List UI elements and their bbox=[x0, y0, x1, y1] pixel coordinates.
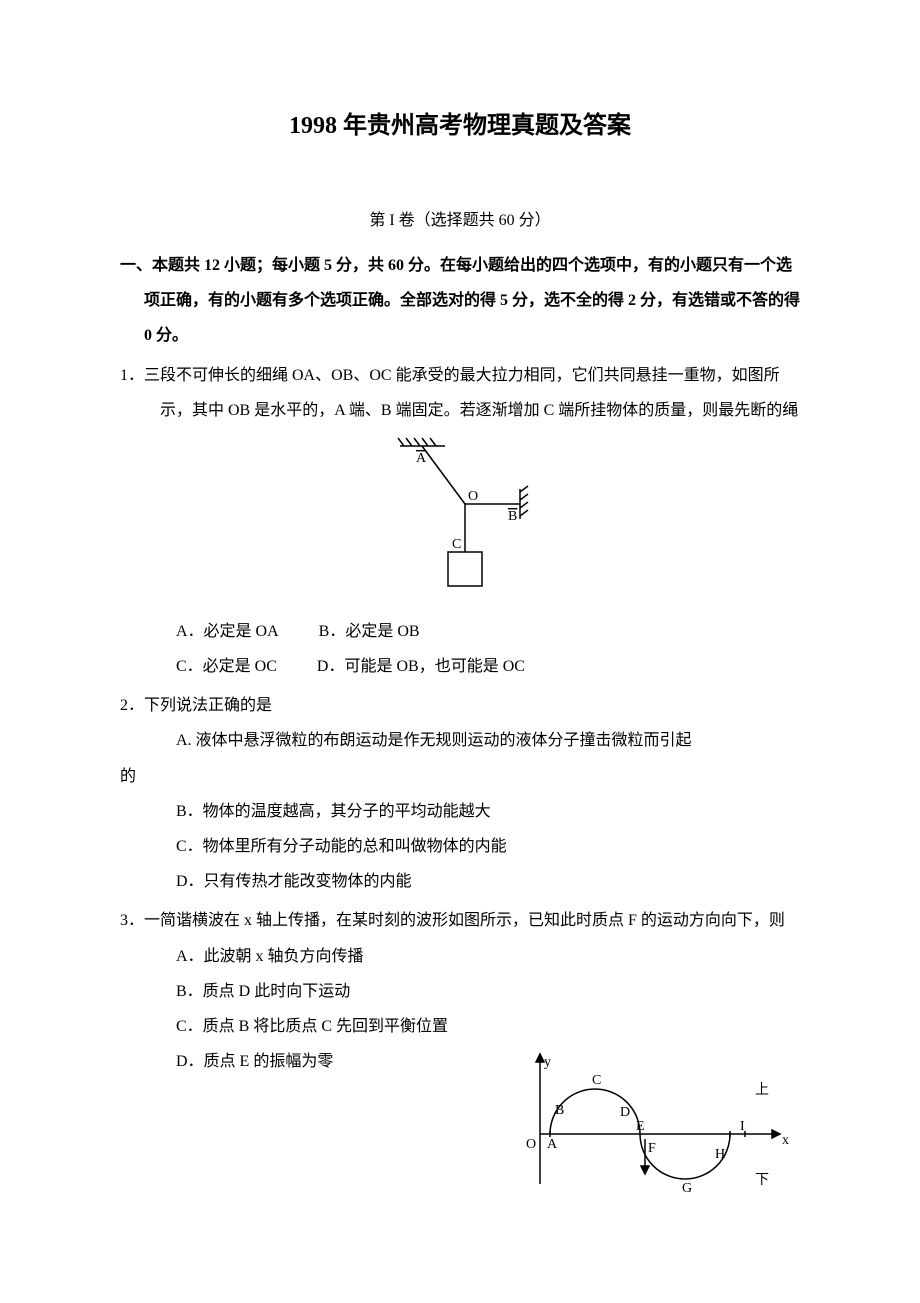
q2-option-b: B．物体的温度越高，其分子的平均动能越大 bbox=[120, 794, 800, 829]
q3-label-down: 下 bbox=[755, 1173, 769, 1188]
q3-label-C: C bbox=[592, 1073, 601, 1088]
q1-label-O: O bbox=[468, 489, 478, 504]
q3-ylabel: y bbox=[544, 1055, 551, 1070]
question-1: 1．三段不可伸长的细绳 OA、OB、OC 能承受的最大拉力相同，它们共同悬挂一重… bbox=[120, 358, 800, 685]
q3-label-H: H bbox=[715, 1147, 725, 1162]
q3-label-B: B bbox=[555, 1103, 564, 1118]
q1-option-a: A．必定是 OA bbox=[176, 614, 279, 649]
q1-option-c: C．必定是 OC bbox=[176, 649, 277, 684]
q2-option-a-line2: 的 bbox=[120, 759, 800, 794]
q1-option-b: B．必定是 OB bbox=[319, 614, 420, 649]
q3-label-A: A bbox=[547, 1137, 558, 1152]
q3-option-c: C．质点 B 将比质点 C 先回到平衡位置 bbox=[120, 1009, 800, 1044]
q1-figure: A O B C bbox=[120, 434, 800, 608]
q3-label-D: D bbox=[620, 1105, 630, 1120]
q3-label-I: I bbox=[740, 1119, 745, 1134]
q3-label-G: G bbox=[682, 1181, 692, 1194]
q2-option-a-line1: A. 液体中悬浮微粒的布朗运动是作无规则运动的液体分子撞击微粒而引起 bbox=[120, 723, 800, 758]
q1-option-d: D．可能是 OB，也可能是 OC bbox=[317, 649, 525, 684]
q3-label-up: 上 bbox=[755, 1082, 769, 1098]
q2-option-c: C．物体里所有分子动能的总和叫做物体的内能 bbox=[120, 829, 800, 864]
question-2: 2．下列说法正确的是 A. 液体中悬浮微粒的布朗运动是作无规则运动的液体分子撞击… bbox=[120, 688, 800, 899]
q1-label-C: C bbox=[452, 537, 461, 552]
page-title: 1998 年贵州高考物理真题及答案 bbox=[120, 100, 800, 153]
question-3: 3．一简谐横波在 x 轴上传播，在某时刻的波形如图所示，已知此时质点 F 的运动… bbox=[120, 903, 800, 1198]
q3-label-E: E bbox=[636, 1119, 645, 1134]
q2-option-d: D．只有传热才能改变物体的内能 bbox=[120, 864, 800, 899]
section-instructions: 一、本题共 12 小题；每小题 5 分，共 60 分。在每小题给出的四个选项中，… bbox=[144, 248, 800, 354]
part-subtitle: 第 I 卷（选择题共 60 分） bbox=[120, 203, 800, 238]
q1-stem: 1．三段不可伸长的细绳 OA、OB、OC 能承受的最大拉力相同，它们共同悬挂一重… bbox=[120, 358, 800, 428]
q3-label-F: F bbox=[648, 1141, 656, 1156]
q3-option-b: B．质点 D 此时向下运动 bbox=[120, 974, 800, 1009]
q3-figure: y x O A B C D E F G H I 上 下 bbox=[520, 1044, 800, 1198]
q1-label-A: A bbox=[416, 451, 427, 466]
q3-xlabel: x bbox=[782, 1133, 789, 1148]
q3-stem: 3．一简谐横波在 x 轴上传播，在某时刻的波形如图所示，已知此时质点 F 的运动… bbox=[120, 903, 800, 938]
q1-label-B: B bbox=[508, 509, 517, 524]
q2-stem: 2．下列说法正确的是 bbox=[120, 688, 800, 723]
q3-option-a: A．此波朝 x 轴负方向传播 bbox=[120, 939, 800, 974]
q3-label-O: O bbox=[526, 1137, 536, 1152]
